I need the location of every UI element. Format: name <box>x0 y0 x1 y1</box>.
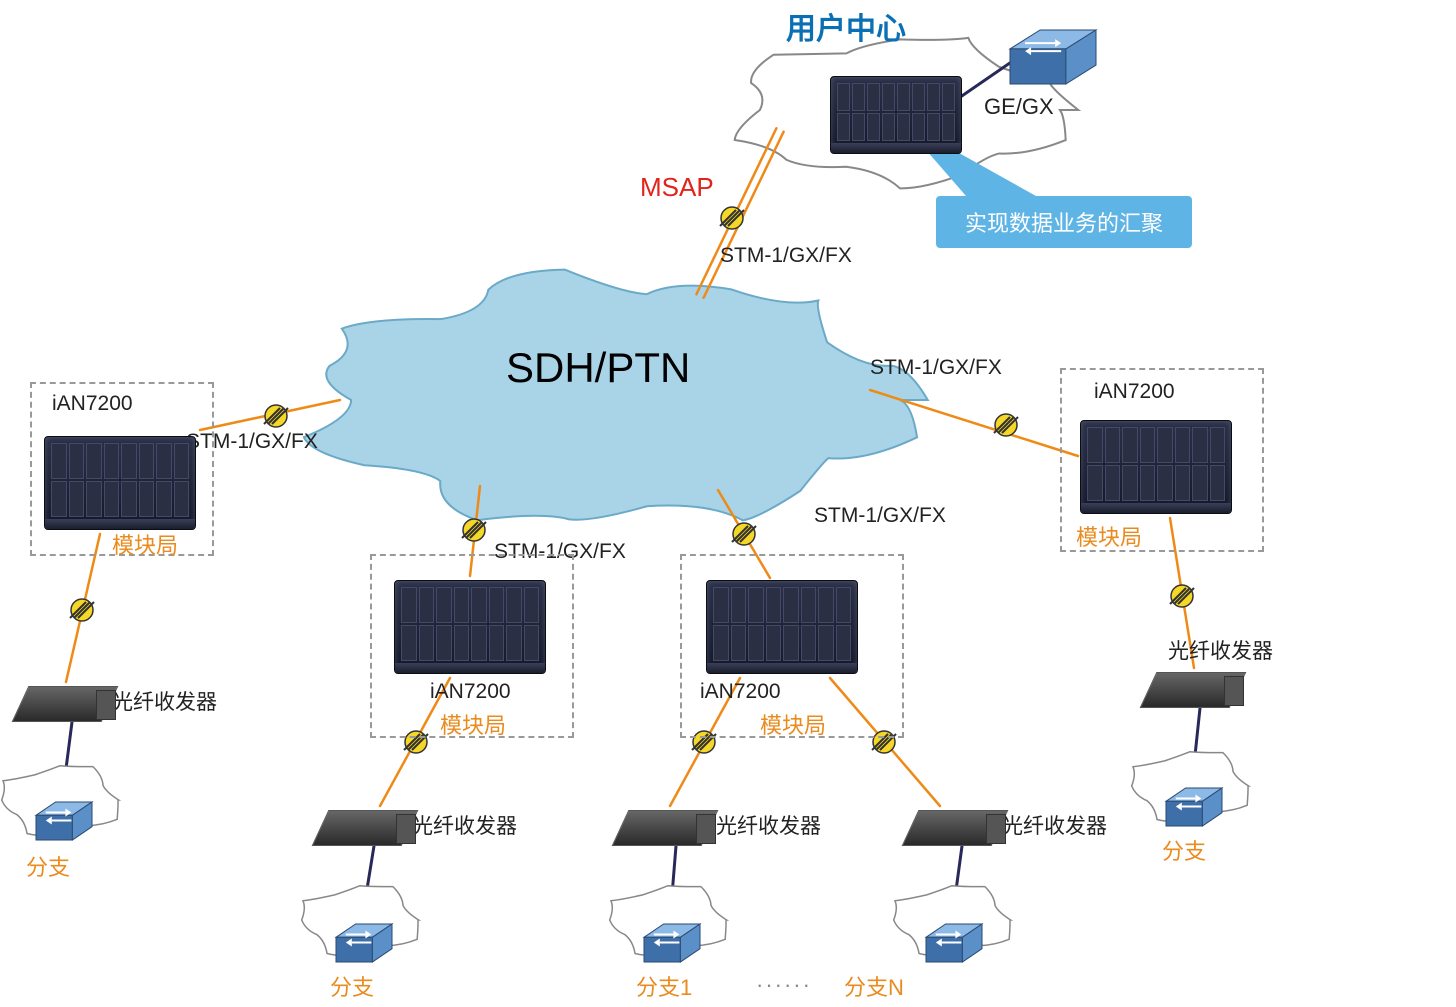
label-branch-right: 分支 <box>1162 834 1206 866</box>
label-module-mid2: 模块局 <box>760 708 826 740</box>
label-ian7200-right: iAN7200 <box>1094 380 1175 404</box>
label-branch-mid2b: 分支N <box>844 970 904 1002</box>
label-ge-gx: GE/GX <box>984 94 1054 120</box>
label-trans-mid1: 光纤收发器 <box>412 810 517 840</box>
label-stm-top: STM-1/GX/FX <box>720 244 852 268</box>
label-module-mid1: 模块局 <box>440 708 506 740</box>
label-module-right: 模块局 <box>1076 520 1142 552</box>
label-trans-mid2a: 光纤收发器 <box>716 810 821 840</box>
transceiver-mid2a <box>620 810 710 846</box>
label-sdh-ptn: SDH/PTN <box>506 344 690 392</box>
label-branch-dots: ······ <box>756 972 812 998</box>
device-right <box>1080 420 1232 514</box>
device-left <box>44 436 196 530</box>
main-cloud <box>304 270 928 521</box>
transceiver-left <box>20 686 110 722</box>
label-ian7200-left: iAN7200 <box>52 392 133 416</box>
title-user-center: 用户中心 <box>786 4 906 48</box>
device-top <box>830 76 962 154</box>
transceiver-mid2b <box>910 810 1000 846</box>
label-trans-left: 光纤收发器 <box>112 686 217 716</box>
label-module-left: 模块局 <box>112 528 178 560</box>
label-branch-left: 分支 <box>26 850 70 882</box>
label-ian7200-mid1: iAN7200 <box>430 680 511 704</box>
label-ian7200-mid2: iAN7200 <box>700 680 781 704</box>
callout-text: 实现数据业务的汇聚 <box>965 206 1163 238</box>
label-stm-mid2: STM-1/GX/FX <box>814 504 946 528</box>
label-branch-mid2a: 分支1 <box>636 970 692 1002</box>
label-trans-right: 光纤收发器 <box>1168 635 1273 665</box>
label-msap: MSAP <box>640 172 714 203</box>
transceiver-mid1 <box>320 810 410 846</box>
label-stm-right: STM-1/GX/FX <box>870 356 1002 380</box>
device-mid2 <box>706 580 858 674</box>
switch-top <box>1010 30 1096 84</box>
transceiver-right <box>1148 672 1238 708</box>
diagram-canvas: { "canvas": { "width": 1456, "height": 1… <box>0 0 1456 1007</box>
callout-aggregation: 实现数据业务的汇聚 <box>936 196 1192 248</box>
label-trans-mid2b: 光纤收发器 <box>1002 810 1107 840</box>
device-mid1 <box>394 580 546 674</box>
label-branch-mid1: 分支 <box>330 970 374 1002</box>
